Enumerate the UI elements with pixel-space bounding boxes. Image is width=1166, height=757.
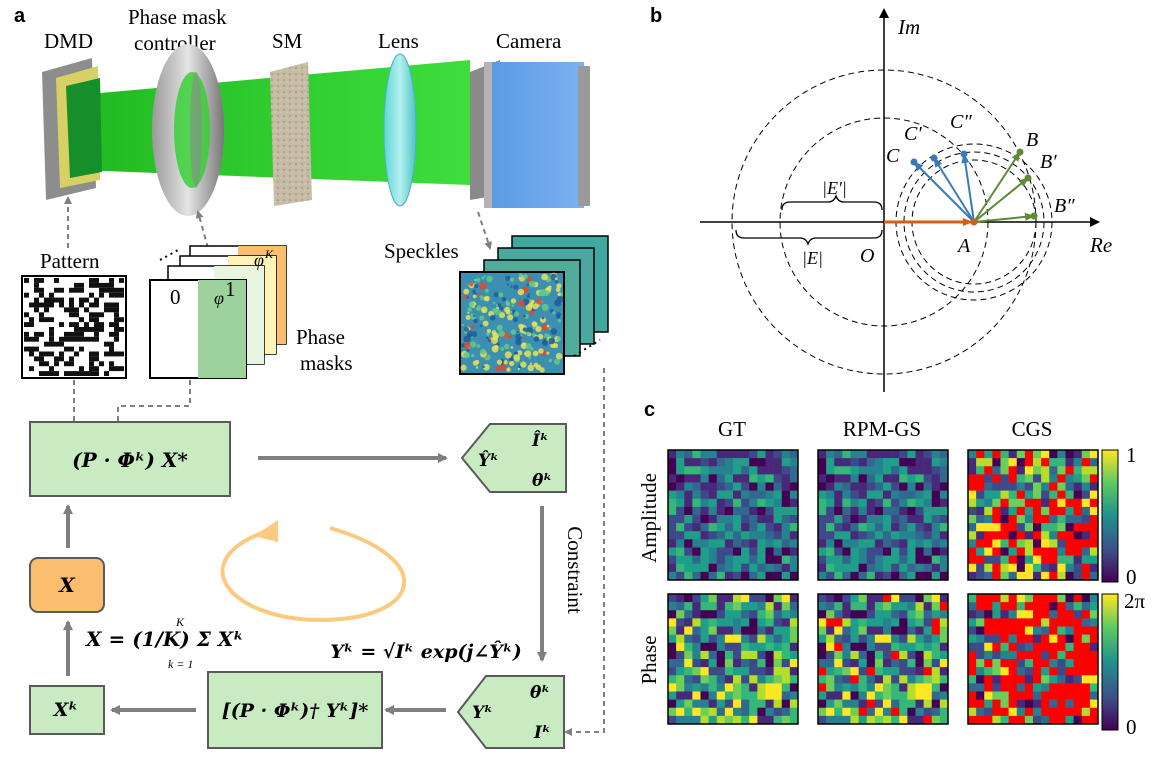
x-box (29, 557, 105, 613)
heatmap-amplitude-gt (667, 449, 799, 581)
brace-e (735, 229, 883, 247)
estimate-i: Îᵏ (531, 430, 549, 451)
scattering-medium-device (270, 62, 312, 206)
axis-re-label: Re (1089, 233, 1112, 257)
heatmap-phase-rpm-gs (817, 593, 949, 725)
forward-model-box (29, 421, 231, 497)
phasor-diagram (700, 8, 1100, 392)
measurement-box (456, 675, 565, 749)
camera-to-speckles-arrow (477, 211, 492, 250)
measured-theta: θᵏ (530, 683, 550, 703)
estimate-box (460, 423, 567, 493)
column-gt-label: GT (718, 417, 746, 441)
phase-colorbar-max: 2π (1124, 589, 1146, 613)
heatmap-phase-cgs (967, 593, 1099, 725)
average-sum-top: K (175, 615, 185, 629)
lens-device (383, 53, 417, 207)
dmd-label: DMD (44, 29, 93, 53)
vector-ac1 (933, 157, 975, 223)
row-phase-label: Phase (637, 636, 661, 685)
phase-masks-stack (149, 245, 287, 379)
iteration-cycle-arrowhead (254, 520, 278, 542)
constraint-label: Constraint (563, 526, 587, 614)
constraint-formula: Yᵏ = √Iᵏ exp(j∠Ŷᵏ) (330, 640, 522, 663)
phase-mask-controller-device (152, 44, 224, 216)
point-c2-label: C″ (950, 111, 972, 133)
xk-label: Xᵏ (53, 699, 79, 721)
heatmap-phase-gt (667, 593, 799, 725)
point-c1-label: C′ (904, 123, 922, 145)
column-cgs-label: CGS (1012, 417, 1053, 441)
sm-label: SM (272, 29, 303, 53)
phase-colorbar (1101, 593, 1119, 731)
heatmap-grid (667, 449, 1099, 725)
estimate-y: Ŷᵏ (478, 450, 499, 471)
mask-zero-label: 0 (170, 285, 181, 309)
heatmap-amplitude-cgs (967, 449, 1099, 581)
point-b-label: B (1026, 129, 1038, 151)
amplitude-colorbar (1101, 449, 1119, 583)
vector-ac2 (961, 153, 975, 223)
masks-to-controller-arrow (195, 210, 209, 249)
estimate-theta: θᵏ (532, 471, 552, 491)
panel-label-b: b (650, 5, 662, 27)
camera-label: Camera (496, 29, 562, 53)
mask-phik-superscript: K (264, 247, 274, 261)
origin-label: O (860, 245, 874, 267)
x-label: X (57, 573, 76, 597)
mask-phik-label: φ (254, 250, 264, 270)
xk-box (29, 685, 105, 735)
phase-mask-controller-label-1: Phase mask (128, 5, 227, 29)
row-amplitude-label: Amplitude (637, 473, 661, 563)
point-a-label: A (956, 235, 971, 257)
e-prime-label: |E′| (822, 178, 847, 198)
average-formula: X = (1/K) Σ Xᵏ (84, 627, 244, 651)
panel-label-a: a (14, 5, 26, 27)
vector-ab (973, 151, 1021, 223)
pattern-image (21, 275, 127, 379)
vector-ac (913, 161, 975, 223)
heatmap-amplitude-rpm-gs (817, 449, 949, 581)
speckle-images-stack (459, 235, 609, 375)
measured-y: Yᵏ (472, 703, 493, 723)
camera-device (470, 60, 590, 208)
circle-around-a-2 (903, 151, 1045, 293)
vector-ab1 (973, 177, 1029, 223)
speckles-to-measurement-arrow (564, 368, 605, 736)
column-rpm-gs-label: RPM-GS (843, 417, 921, 441)
phase-colorbar-min: 0 (1126, 715, 1137, 739)
amplitude-colorbar-max: 1 (1126, 443, 1137, 467)
point-b1-label: B′ (1040, 151, 1057, 173)
mask-phi1-label: φ (214, 288, 224, 308)
phase-masks-label-2: masks (300, 351, 353, 375)
amplitude-colorbar-min: 0 (1126, 565, 1137, 589)
backward-formula: [(P · Φᵏ)† Yᵏ]* (222, 700, 369, 722)
e-label: |E| (802, 248, 823, 268)
average-sum-bottom: k = 1 (168, 657, 193, 671)
panel-label-c: c (644, 399, 655, 421)
axis-im-label: Im (897, 15, 920, 39)
phase-masks-label-1: Phase (296, 325, 345, 349)
point-c-label: C (886, 145, 900, 167)
dmd-device (42, 58, 102, 200)
pattern-label: Pattern (40, 249, 100, 273)
backward-model-box (207, 671, 383, 749)
brace-e-prime (781, 193, 883, 211)
point-b2-label: B″ (1054, 195, 1075, 217)
inner-circle (779, 117, 989, 327)
forward-formula: (P · Φᵏ) X* (72, 448, 188, 472)
measured-i: Iᵏ (533, 723, 551, 743)
mask-phi1-superscript: 1 (225, 277, 236, 301)
vector-ab2 (973, 212, 1035, 223)
iteration-cycle-arrow (220, 526, 407, 623)
lens-label: Lens (378, 29, 419, 53)
speckles-label: Speckles (384, 239, 459, 263)
